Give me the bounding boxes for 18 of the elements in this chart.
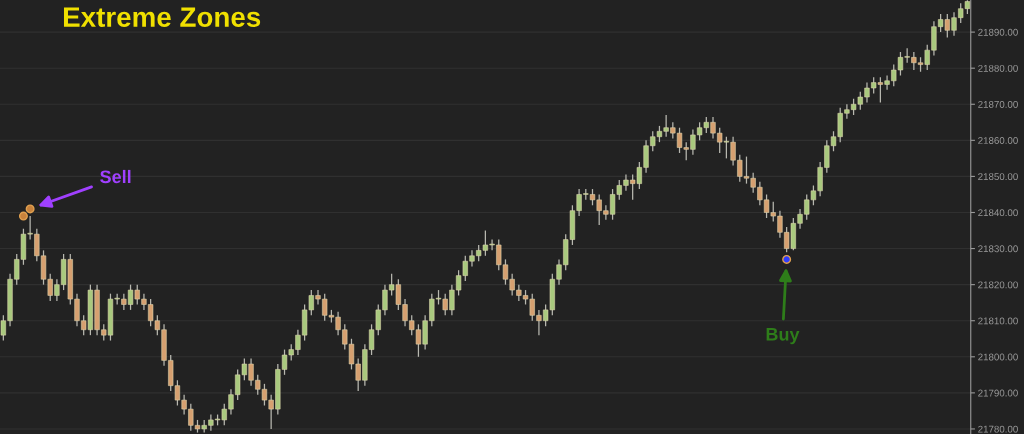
chart-title: Extreme Zones (63, 7, 261, 27)
point (25, 204, 35, 214)
y-tick-label: 21780.00 (978, 425, 1018, 433)
y-tick-label: 21880.00 (978, 64, 1018, 72)
point (18, 211, 28, 221)
y-tick-label: 21860.00 (978, 137, 1018, 144)
y-tick-label: 21790.00 (978, 389, 1018, 397)
y-tick-label: 21820.00 (978, 281, 1018, 289)
annotation: Sell (100, 169, 131, 184)
y-tick-label: 21830.00 (978, 245, 1018, 253)
y-tick-label: 21840.00 (978, 209, 1018, 217)
y-tick-label: 21800.00 (978, 353, 1018, 361)
y-tick-label: 21810.00 (978, 317, 1018, 325)
annotation: Buy (766, 328, 800, 345)
y-tick-label: 21890.00 (978, 28, 1018, 36)
point (782, 254, 792, 264)
y-tick-label: 21850.00 (978, 173, 1018, 181)
y-tick-label: 21870.00 (978, 100, 1018, 108)
